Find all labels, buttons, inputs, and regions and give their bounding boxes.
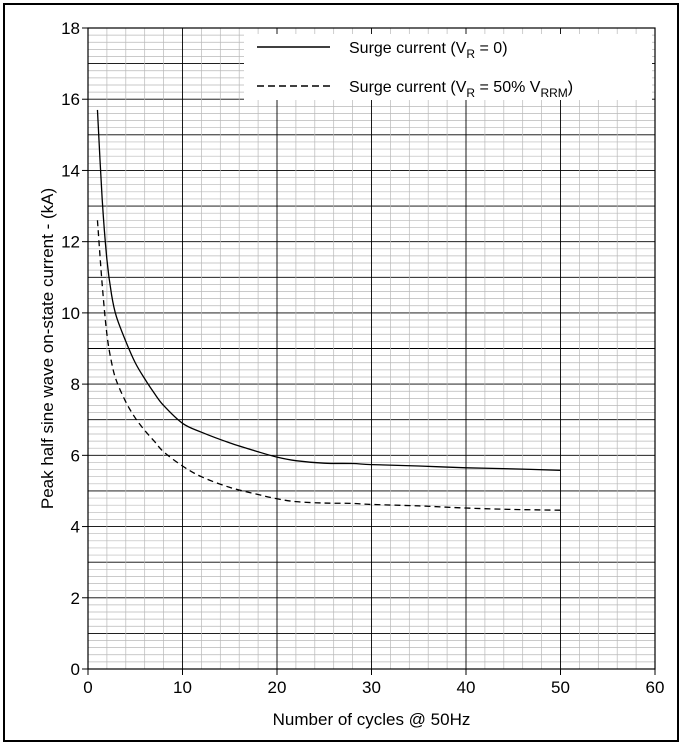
y-tick-label: 16 [61, 90, 80, 109]
axis-ticks: 0 10 20 30 40 50 60 0 2 4 6 8 10 12 14 16 18 [61, 19, 664, 697]
legend-background [244, 34, 652, 100]
y-tick-label: 18 [61, 19, 80, 38]
series-line-vr-0 [96, 109, 561, 471]
x-tick-label: 30 [362, 678, 381, 697]
y-tick-label: 14 [61, 161, 80, 180]
series-lines [96, 109, 561, 511]
x-tick-label: 60 [646, 678, 665, 697]
y-tick-label: 8 [71, 375, 80, 394]
series-line-vr-50pct [96, 220, 561, 511]
x-tick-label: 20 [268, 678, 287, 697]
y-tick-label: 2 [71, 589, 80, 608]
legend-entry: Surge current (VR = 50% VRRM) [349, 79, 573, 100]
grid [88, 28, 655, 669]
y-tick-label: 10 [61, 304, 80, 323]
x-axis-label: Number of cycles @ 50Hz [273, 710, 471, 729]
x-tick-label: 40 [457, 678, 476, 697]
x-tick-label: 50 [551, 678, 570, 697]
y-tick-label: 6 [71, 446, 80, 465]
y-tick-label: 0 [71, 660, 80, 679]
x-tick-label: 10 [173, 678, 192, 697]
legend-entry: Surge current (VR = 0) [349, 40, 508, 61]
y-tick-label: 12 [61, 233, 80, 252]
y-axis-label: Peak half sine wave on-state current - (… [38, 188, 57, 509]
y-tick-label: 4 [71, 518, 80, 537]
x-tick-label: 0 [83, 678, 92, 697]
legend: Surge current (VR = 0) Surge current (VR … [244, 34, 652, 100]
